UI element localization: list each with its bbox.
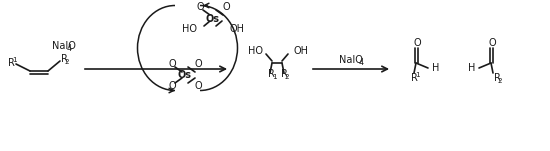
Text: R: R xyxy=(268,69,275,79)
Text: 4: 4 xyxy=(67,44,72,53)
Text: OH: OH xyxy=(229,24,244,34)
Text: 1: 1 xyxy=(12,57,16,63)
Text: Os: Os xyxy=(206,14,220,24)
Text: R: R xyxy=(61,54,68,64)
Text: R: R xyxy=(494,73,501,83)
Text: 1: 1 xyxy=(415,72,420,78)
Text: O: O xyxy=(413,38,421,48)
Text: NaIO: NaIO xyxy=(339,55,363,65)
Text: HO: HO xyxy=(182,24,197,34)
Text: H: H xyxy=(468,63,475,73)
Text: O: O xyxy=(488,38,496,48)
Text: NaIO: NaIO xyxy=(52,41,76,51)
Text: 4: 4 xyxy=(359,58,364,67)
Text: O: O xyxy=(194,59,202,69)
Text: O: O xyxy=(222,2,230,12)
Text: HO: HO xyxy=(248,46,263,56)
Text: 2: 2 xyxy=(65,59,69,65)
Text: 2: 2 xyxy=(285,74,289,80)
Text: R: R xyxy=(411,73,418,83)
Text: R: R xyxy=(8,58,15,68)
Text: Os: Os xyxy=(178,70,192,80)
Text: O: O xyxy=(194,81,202,91)
Text: OH: OH xyxy=(293,46,308,56)
Text: R: R xyxy=(281,69,288,79)
Text: O: O xyxy=(168,59,176,69)
Text: O: O xyxy=(168,81,176,91)
Text: H: H xyxy=(432,63,439,73)
Text: 1: 1 xyxy=(272,74,277,80)
Text: O: O xyxy=(196,2,204,12)
Text: 2: 2 xyxy=(498,78,503,84)
